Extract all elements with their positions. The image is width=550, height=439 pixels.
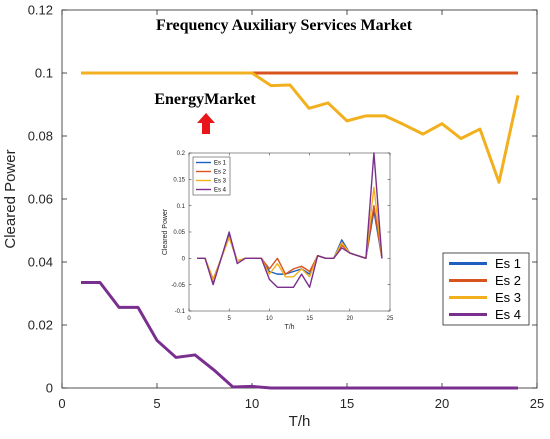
main-y-tick-label: 0.04 — [28, 255, 53, 270]
inset-y-tick-label: 0.2 — [177, 151, 186, 157]
inset-legend-label: Es 4 — [214, 188, 227, 194]
inset-legend-label: Es 1 — [214, 161, 227, 167]
main-y-axis-label: Cleared Power — [2, 149, 19, 248]
main-x-tick-label: 10 — [245, 396, 259, 411]
inset-x-tick-label: 15 — [306, 316, 313, 322]
inset-x-tick-label: 0 — [187, 316, 191, 322]
inset-legend: Es 1 Es 2 Es 3 Es 4 — [192, 156, 231, 196]
inset-x-tick-label: 10 — [266, 316, 273, 322]
main-legend-label: Es 4 — [495, 307, 521, 322]
inset-y-axis-label: Cleared Power — [162, 208, 169, 255]
inset-y-tick-label: 0.05 — [173, 230, 185, 236]
main-y-tick-label: 0.02 — [28, 318, 53, 333]
mid-annotation: EnergyMarket — [154, 91, 256, 108]
main-y-tick-label: 0.06 — [28, 192, 53, 207]
inset-x-tick-label: 5 — [228, 316, 232, 322]
inset-series-line — [197, 152, 383, 288]
annotations-layer: Frequency Auxiliary Services Market Ener… — [154, 17, 413, 134]
inset-x-tick-label: 20 — [346, 316, 353, 322]
main-legend-label: Es 1 — [495, 256, 521, 271]
main-y-tick-label: 0 — [46, 381, 53, 396]
main-x-tick-label: 15 — [340, 396, 354, 411]
top-annotation: Frequency Auxiliary Services Market — [156, 17, 413, 34]
inset-legend-label: Es 3 — [214, 179, 227, 185]
inset-y-tick-label: -0.05 — [171, 283, 185, 289]
main-x-tick-label: 5 — [153, 396, 160, 411]
main-x-tick-label: 20 — [435, 396, 449, 411]
main-x-tick-label: 0 — [58, 396, 65, 411]
main-legend-label: Es 2 — [495, 273, 521, 288]
inset-chart: 0 5 10 15 20 25 -0.1 -0.05 0 0.05 0.1 0.15 0.2 T/h Cle… — [162, 151, 394, 331]
inset-y-tick-label: 0.1 — [177, 204, 186, 210]
main-series-line — [81, 71, 520, 184]
inset-y-tick-label: 0.15 — [173, 177, 185, 183]
main-y-tick-label: 0.12 — [28, 3, 53, 18]
inset-x-tick-label: 25 — [387, 316, 394, 322]
main-x-axis-label: T/h — [289, 413, 311, 430]
inset-y-tick-label: 0 — [182, 256, 186, 262]
inset-legend-box — [192, 156, 231, 196]
inset-legend-label: Es 2 — [214, 170, 227, 176]
inset-y-tick-label: -0.1 — [175, 309, 186, 315]
main-y-tick-label: 0.1 — [35, 66, 53, 81]
main-y-tick-label: 0.08 — [28, 129, 53, 144]
main-legend: Es 1 Es 2 Es 3 Es 4 — [442, 252, 530, 326]
main-legend-label: Es 3 — [495, 290, 521, 305]
market-arrow-icon — [197, 113, 215, 134]
main-series-line — [81, 280, 518, 390]
main-x-tick-label: 25 — [530, 396, 544, 411]
inset-x-axis-label: T/h — [284, 324, 294, 331]
